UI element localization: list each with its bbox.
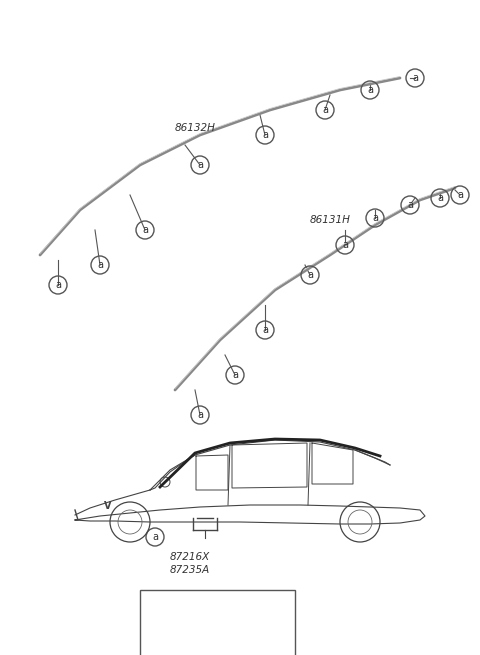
Text: a: a [457, 190, 463, 200]
Text: 87235A: 87235A [170, 565, 210, 575]
Text: a: a [55, 280, 61, 290]
Text: a: a [407, 200, 413, 210]
Text: a: a [142, 225, 148, 235]
Text: a: a [152, 532, 158, 542]
Text: a: a [367, 85, 373, 95]
Text: a: a [322, 105, 328, 115]
Text: a: a [342, 240, 348, 250]
Text: a: a [437, 193, 443, 203]
Text: a: a [97, 260, 103, 270]
Text: V: V [104, 501, 112, 511]
Text: a: a [232, 370, 238, 380]
Text: a: a [262, 325, 268, 335]
Text: 86132H: 86132H [175, 123, 216, 133]
Text: a: a [372, 213, 378, 223]
Text: a: a [262, 130, 268, 140]
Text: a: a [412, 73, 418, 83]
Text: 86131H: 86131H [310, 215, 351, 225]
Text: 87216X: 87216X [170, 552, 210, 562]
Text: a: a [197, 410, 203, 420]
Text: a: a [307, 270, 313, 280]
Text: a: a [197, 160, 203, 170]
